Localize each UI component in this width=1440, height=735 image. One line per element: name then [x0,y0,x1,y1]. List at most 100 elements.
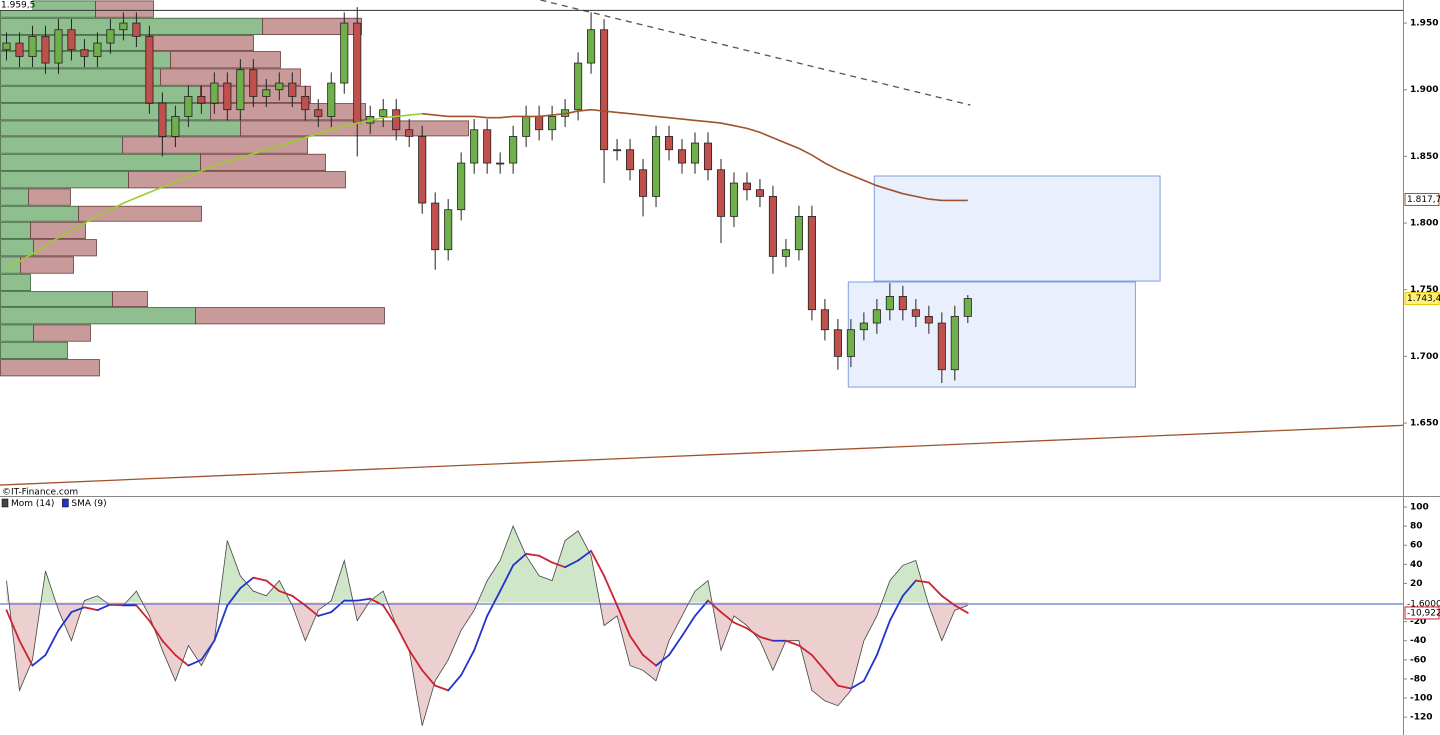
sma-segment [83,606,99,612]
candle-body [820,309,829,331]
candle-body [392,109,401,131]
candle-body [418,135,427,204]
sma-segment [733,621,748,630]
sma-segment [200,639,216,661]
legend-swatch [62,498,69,508]
candle-body [145,36,154,104]
candle-body [54,29,63,64]
candle-body [626,149,635,171]
profile-up-bar [0,324,34,342]
y-tick-label: 1.850 [1410,152,1438,162]
sma-segment [5,609,21,642]
candle-body [846,329,855,357]
candle-body [171,116,180,137]
sma-segment [927,581,943,597]
price-plot [0,0,1403,486]
y-tick-label: -120 [1410,713,1433,723]
profile-up-bar [0,85,201,103]
sma-segment [96,603,112,612]
legend-label: SMA (9) [71,499,106,509]
sma-segment [70,606,86,613]
candle-body [690,142,700,164]
trendline [0,424,1403,486]
candle-body [288,82,297,97]
candle-body [249,69,258,97]
sma-segment [148,619,164,642]
sma-segment [564,559,579,569]
candle-body [716,169,726,217]
candle-body [872,309,881,324]
profile-down-bar [95,0,154,18]
candle-body [210,82,219,104]
sma-segment [901,579,917,597]
profile-down-bar [200,153,326,171]
profile-up-bar [0,188,29,206]
profile-up-bar [0,273,31,291]
y-tick-label: 1.650 [1410,419,1438,429]
price-marker-label: 1.743,4 [1407,294,1440,304]
y-tick-label: 60 [1410,541,1423,551]
candle-body [651,135,661,197]
profile-up-bar [0,291,113,307]
candle-body [2,42,11,51]
candle-body [431,202,440,251]
y-tick-label: 40 [1410,560,1423,570]
sma-segment [18,639,34,667]
sma-segment [278,590,294,597]
candle-body [522,116,531,137]
candle-body [444,209,453,251]
sma-segment [252,576,268,582]
profile-up-bar [0,307,196,325]
candle-body [119,22,128,31]
sma-segment [187,658,203,667]
sma-segment [914,579,930,584]
candle-body [885,295,894,311]
sma-segment [304,604,320,617]
candle-body [41,36,50,64]
momentum-plot [0,525,1403,726]
sma-segment [707,599,722,613]
candle-body [15,42,24,57]
zone [873,175,1161,282]
candle-body [703,142,713,171]
value-marker-box [1404,606,1440,620]
sma-segment [473,615,489,652]
candle-body [963,298,972,317]
sma-segment [434,684,450,692]
sma-segment [577,550,592,562]
trendline [540,0,971,106]
profile-up-bar [0,136,123,154]
legend-label: Mom (14) [11,499,54,509]
y-tick-label: 1.900 [1410,85,1438,95]
momentum-area-positive [6,526,928,603]
sma-segment [213,604,229,642]
y-tick-label: 80 [1410,522,1423,532]
profile-down-bar [33,324,91,342]
y-tick-label: 100 [1410,503,1429,513]
sma-segment [953,604,969,614]
profile-down-bar [262,17,362,35]
source-credit: ©IT-Finance.com [2,488,78,498]
candle-body [950,315,959,371]
sma-segment [785,639,800,647]
candle-body [106,29,115,44]
moving-average-line [6,112,423,271]
sma-segment [447,674,463,692]
candle-body [807,215,816,311]
reference-line-label: -1,6000 [1407,600,1440,610]
sma-segment [512,552,528,567]
candle-body [509,135,518,164]
candle-body [353,22,362,124]
candle-body [639,169,648,197]
sma-segment [759,636,774,642]
sma-segment [486,590,502,617]
candle-body [755,189,764,197]
profile-down-bar [128,171,346,189]
sma-segment [57,611,73,632]
candle-body [729,182,739,217]
legend-swatch [1,498,9,508]
candle-body [132,22,141,37]
candle-body [457,162,466,211]
candle-body [833,329,842,357]
